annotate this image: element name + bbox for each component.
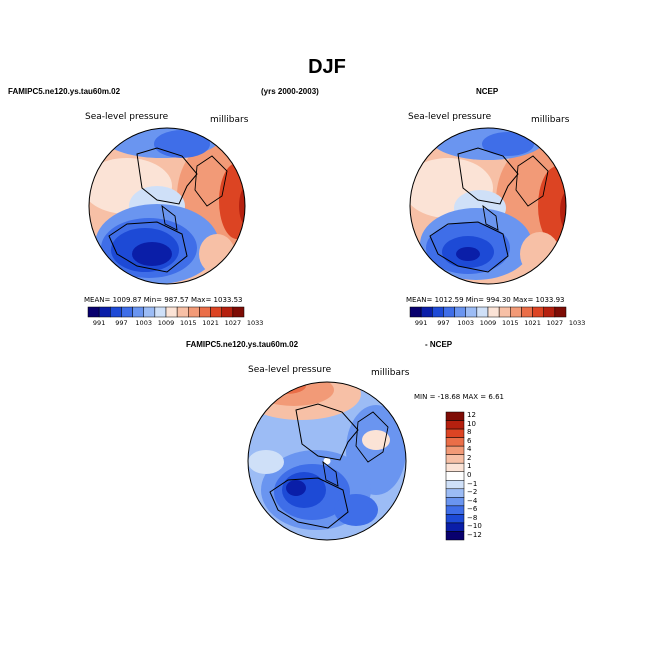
colorbar-swatch — [543, 306, 556, 318]
colorbar-tick-label: 1033 — [568, 319, 586, 327]
colorbar-swatch — [454, 306, 466, 318]
colorbar-tick-label: 10 — [467, 419, 476, 428]
colorbar-tick-label: −10 — [467, 522, 482, 531]
colorbar-swatch — [445, 480, 465, 490]
colorbar-swatch — [532, 306, 544, 318]
colorbar-swatch — [445, 420, 465, 430]
colorbar-tick-label: 1021 — [202, 319, 219, 327]
colorbar-swatch — [554, 306, 567, 318]
colorbar-tick-label: −4 — [467, 496, 478, 505]
colorbar-swatch — [445, 411, 465, 421]
colorbar-tick-label: −8 — [467, 513, 478, 522]
colorbar-tick-label: −6 — [467, 505, 478, 514]
colorbar-swatch — [445, 428, 465, 438]
colorbar-swatch — [521, 306, 533, 318]
colorbar-tick-label: 1027 — [224, 319, 242, 327]
colorbar-swatch — [445, 497, 465, 507]
colorbar-tick-label: 6 — [467, 436, 472, 445]
colorbar-tick-label: 991 — [414, 319, 428, 327]
years-label: (yrs 2000-2003) — [261, 87, 319, 96]
colorbar-swatch — [121, 306, 133, 318]
colorbar-swatch — [510, 306, 522, 318]
colorbar-swatch — [154, 306, 167, 318]
colorbar-tick-label: 1 — [467, 462, 472, 471]
colorbar-swatch — [87, 306, 100, 318]
colorbar-swatch — [221, 306, 234, 318]
colorbar-swatch — [445, 505, 465, 515]
colorbar-swatch — [188, 306, 200, 318]
model-polar-map — [88, 127, 246, 285]
colorbar-swatch — [409, 306, 422, 318]
colorbar-swatch — [445, 531, 465, 541]
figure-title: DJF — [308, 56, 346, 78]
colorbar-tick-label: 4 — [467, 445, 472, 454]
diff-obs-label: - NCEP — [425, 340, 453, 349]
colorbar-tick-label: 12 — [467, 411, 476, 420]
obs-polar-map — [409, 127, 567, 285]
colorbar-swatch — [487, 306, 500, 318]
colorbar-swatch — [210, 306, 222, 318]
colorbar-swatch — [199, 306, 211, 318]
diff-colorbar — [445, 411, 465, 541]
colorbar-swatch — [445, 471, 465, 481]
diff-model-label: FAMIPC5.ne120.ys.tau60m.02 — [186, 340, 299, 349]
colorbar-tick-label: 2 — [467, 453, 472, 462]
obs-colorbar — [409, 306, 567, 318]
colorbar-swatch — [445, 462, 465, 472]
colorbar-tick-label: 8 — [467, 428, 472, 437]
obs-label: NCEP — [476, 87, 499, 96]
colorbar-swatch — [232, 306, 245, 318]
colorbar-tick-label: 1027 — [546, 319, 564, 327]
model-stats: MEAN= 1009.87 Min= 987.57 Max= 1033.53 — [84, 296, 243, 304]
colorbar-swatch — [432, 306, 444, 318]
colorbar-tick-label: 1033 — [246, 319, 264, 327]
diff-polar-map — [247, 381, 407, 541]
colorbar-tick-label: −1 — [467, 479, 478, 488]
colorbar-tick-label: 997 — [437, 319, 450, 327]
obs-units-label: millibars — [531, 115, 570, 125]
diff-units-label: millibars — [371, 368, 410, 378]
model-colorbar — [87, 306, 245, 318]
colorbar-swatch — [498, 306, 511, 318]
colorbar-swatch — [476, 306, 489, 318]
colorbar-swatch — [445, 522, 465, 532]
colorbar-swatch — [132, 306, 144, 318]
colorbar-tick-label: 1009 — [479, 319, 497, 327]
colorbar-swatch — [165, 306, 178, 318]
colorbar-swatch — [110, 306, 122, 318]
colorbar-swatch — [143, 306, 156, 318]
colorbar-swatch — [445, 488, 465, 498]
colorbar-tick-label: 997 — [115, 319, 128, 327]
colorbar-swatch — [443, 306, 455, 318]
colorbar-tick-label: −2 — [467, 488, 478, 497]
obs-stats: MEAN= 1012.59 Min= 994.30 Max= 1033.93 — [406, 296, 565, 304]
colorbar-tick-label: 1003 — [457, 319, 474, 327]
diff-variable-label: Sea-level pressure — [248, 365, 332, 375]
colorbar-swatch — [176, 306, 189, 318]
colorbar-swatch — [465, 306, 478, 318]
colorbar-swatch — [445, 514, 465, 524]
model-variable-label: Sea-level pressure — [85, 112, 169, 122]
obs-variable-label: Sea-level pressure — [408, 112, 492, 122]
colorbar-tick-label: 1003 — [135, 319, 152, 327]
colorbar-tick-label: 1009 — [157, 319, 175, 327]
colorbar-swatch — [445, 445, 465, 455]
colorbar-swatch — [98, 306, 111, 318]
colorbar-tick-label: 0 — [467, 471, 472, 479]
colorbar-tick-label: 1021 — [524, 319, 541, 327]
model-case-label: FAMIPC5.ne120.ys.tau60m.02 — [8, 87, 121, 96]
colorbar-tick-label: 1015 — [502, 319, 519, 327]
model-units-label: millibars — [210, 115, 249, 125]
colorbar-tick-label: 991 — [92, 319, 106, 327]
colorbar-tick-label: 1015 — [180, 319, 197, 327]
colorbar-swatch — [445, 437, 465, 447]
diff-minmax: MIN = -18.68 MAX = 6.61 — [414, 393, 504, 401]
colorbar-tick-label: −12 — [467, 530, 482, 539]
colorbar-swatch — [420, 306, 433, 318]
colorbar-swatch — [445, 454, 465, 464]
